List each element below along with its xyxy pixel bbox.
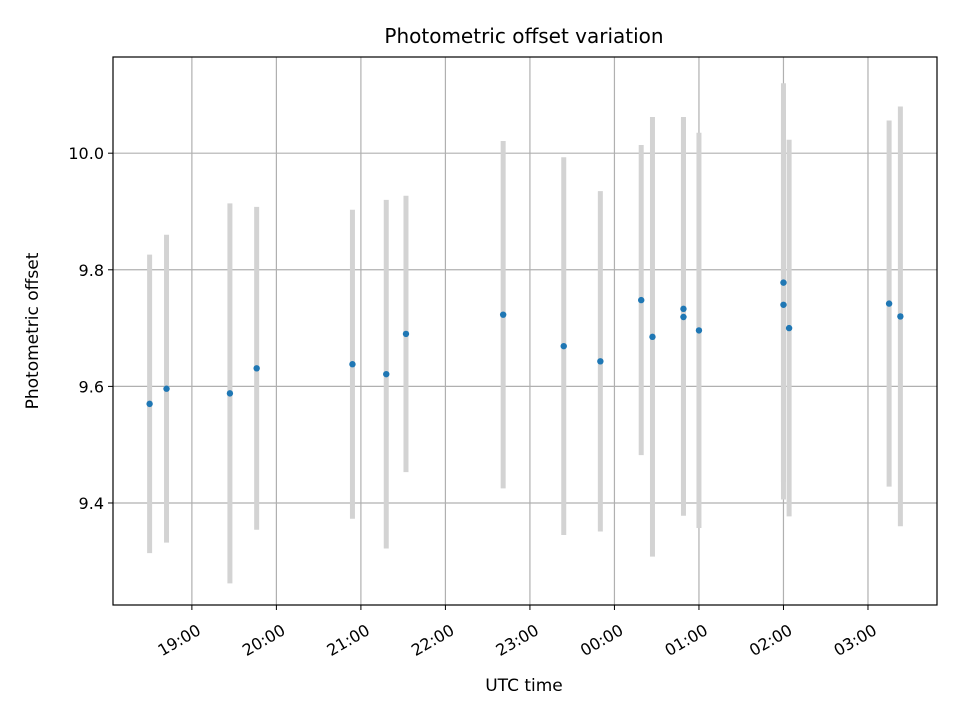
x-axis-title: UTC time — [485, 676, 563, 696]
data-point — [146, 400, 153, 408]
y-axis-title: Photometric offset — [23, 252, 43, 409]
x-axis-ticks: 19:00 20:00 21:00 22:00 23:00 00:00 01:00 02:00… — [154, 605, 880, 660]
data-point — [680, 305, 687, 313]
data-point — [897, 313, 904, 320]
data-point — [597, 358, 604, 365]
x-tick-label: 20:00 — [239, 620, 288, 660]
data-point — [402, 330, 410, 338]
data-points — [146, 279, 904, 408]
x-tick-label: 23:00 — [492, 620, 541, 660]
data-point — [163, 385, 170, 392]
x-tick-label: 01:00 — [662, 620, 711, 660]
y-axis-ticks: 9.4 9.6 9.8 10.0 — [68, 144, 113, 513]
x-tick-label: 22:00 — [408, 620, 457, 660]
y-tick-label: 9.4 — [79, 494, 104, 513]
data-point — [780, 279, 787, 286]
data-point — [499, 311, 507, 318]
grid-lines — [113, 57, 937, 605]
data-point — [226, 390, 234, 397]
x-tick-label: 03:00 — [831, 620, 880, 660]
chart-title: Photometric offset variation — [384, 24, 663, 48]
data-point — [560, 342, 567, 350]
data-point — [780, 301, 787, 308]
data-point — [649, 333, 656, 341]
data-point — [253, 365, 260, 372]
data-point — [383, 370, 390, 378]
data-point — [885, 300, 893, 307]
y-tick-label: 9.8 — [79, 261, 104, 280]
y-tick-label: 9.6 — [79, 377, 104, 396]
data-point — [680, 313, 687, 321]
x-tick-label: 00:00 — [577, 620, 626, 660]
y-tick-label: 10.0 — [68, 144, 104, 163]
x-tick-label: 19:00 — [154, 620, 203, 660]
data-point — [349, 361, 356, 368]
error-bars — [147, 83, 903, 584]
data-point — [785, 324, 793, 332]
x-tick-label: 21:00 — [323, 620, 372, 660]
x-tick-label: 02:00 — [746, 620, 795, 660]
plot-area-frame — [112, 56, 938, 606]
data-point — [695, 327, 703, 334]
data-point — [638, 296, 645, 304]
